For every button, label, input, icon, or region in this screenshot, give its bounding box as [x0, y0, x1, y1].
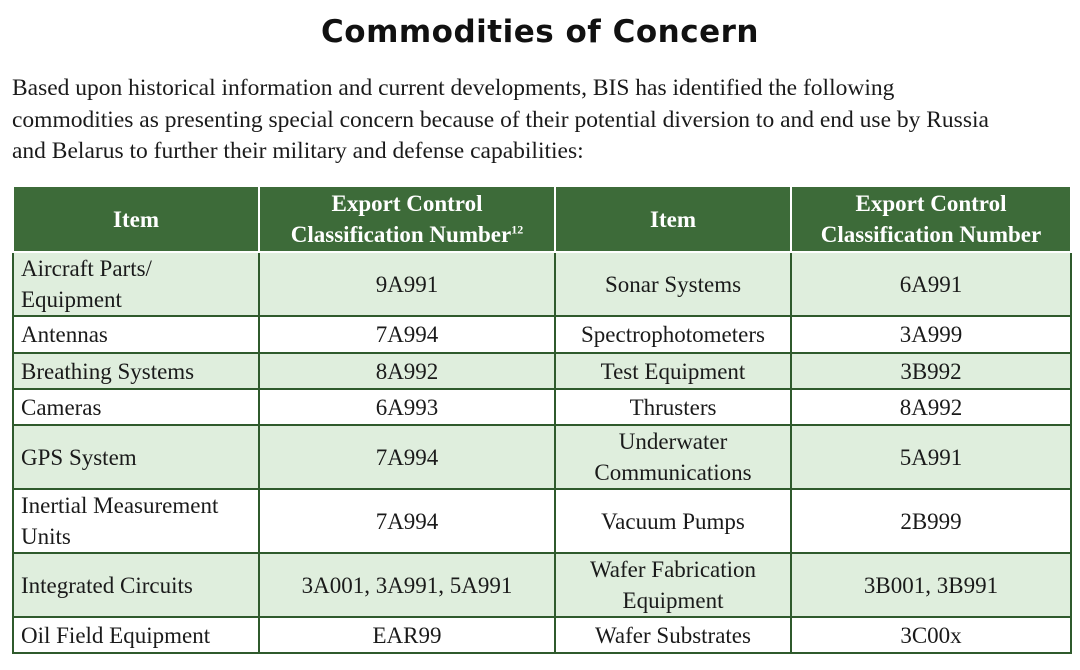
item-cell: Cameras [12, 388, 260, 426]
header-eccn-1-label: Export Control Classification Number [290, 191, 512, 247]
item-cell: Inertial Measurement Units [12, 488, 260, 554]
item-cell: Spectrophotometers [554, 315, 792, 354]
item-cell: Aircraft Parts/ Equipment [12, 251, 260, 317]
item-cell: Oil Field Equipment [12, 616, 260, 654]
header-item-2: Item [554, 185, 792, 253]
eccn-cell: 3B992 [790, 352, 1072, 390]
item-cell: Sonar Systems [554, 251, 792, 317]
eccn-cell: 2B999 [790, 488, 1072, 554]
table-header-row: Item Export Control Classification Numbe… [12, 185, 1072, 253]
item-cell: Thrusters [554, 388, 792, 426]
item-cell: Test Equipment [554, 352, 792, 390]
commodities-table: Item Export Control Classification Numbe… [12, 185, 1072, 654]
table-row: Breathing Systems 8A992 Test Equipment 3… [12, 352, 1072, 390]
page-title: Commodities of Concern [321, 14, 759, 50]
eccn-cell: 5A991 [790, 424, 1072, 490]
eccn-cell: 8A992 [790, 388, 1072, 426]
table-row: Inertial Measurement Units 7A994 Vacuum … [12, 488, 1072, 554]
table-row: Cameras 6A993 Thrusters 8A992 [12, 388, 1072, 426]
table-row: Antennas 7A994 Spectrophotometers 3A999 [12, 315, 1072, 354]
table-row: Oil Field Equipment EAR99 Wafer Substrat… [12, 616, 1072, 654]
item-cell: Antennas [12, 315, 260, 354]
eccn-cell: EAR99 [258, 616, 556, 654]
item-cell: Vacuum Pumps [554, 488, 792, 554]
header-eccn-2: Export Control Classification Number [790, 185, 1072, 253]
eccn-cell: 8A992 [258, 352, 556, 390]
eccn-cell: 3A001, 3A991, 5A991 [258, 552, 556, 618]
table-row: Integrated Circuits 3A001, 3A991, 5A991 … [12, 552, 1072, 618]
eccn-cell: 3B001, 3B991 [790, 552, 1072, 618]
intro-paragraph: Based upon historical information and cu… [12, 75, 989, 164]
eccn-cell: 9A991 [258, 251, 556, 317]
item-cell: Underwater Communications [554, 424, 792, 490]
item-cell: GPS System [12, 424, 260, 490]
eccn-cell: 7A994 [258, 315, 556, 354]
header-item-1: Item [12, 185, 260, 253]
item-cell: Wafer Fabrication Equipment [554, 552, 792, 618]
eccn-cell: 3A999 [790, 315, 1072, 354]
item-cell: Wafer Substrates [554, 616, 792, 654]
table-row: Aircraft Parts/ Equipment 9A991 Sonar Sy… [12, 251, 1072, 317]
item-cell: Breathing Systems [12, 352, 260, 390]
eccn-cell: 7A994 [258, 424, 556, 490]
eccn-cell: 7A994 [258, 488, 556, 554]
table-row: GPS System 7A994 Underwater Communicatio… [12, 424, 1072, 490]
footnote-marker: 12 [511, 222, 524, 237]
item-cell: Integrated Circuits [12, 552, 260, 618]
eccn-cell: 3C00x [790, 616, 1072, 654]
eccn-cell: 6A991 [790, 251, 1072, 317]
eccn-cell: 6A993 [258, 388, 556, 426]
header-eccn-1: Export Control Classification Number12 [258, 185, 556, 253]
